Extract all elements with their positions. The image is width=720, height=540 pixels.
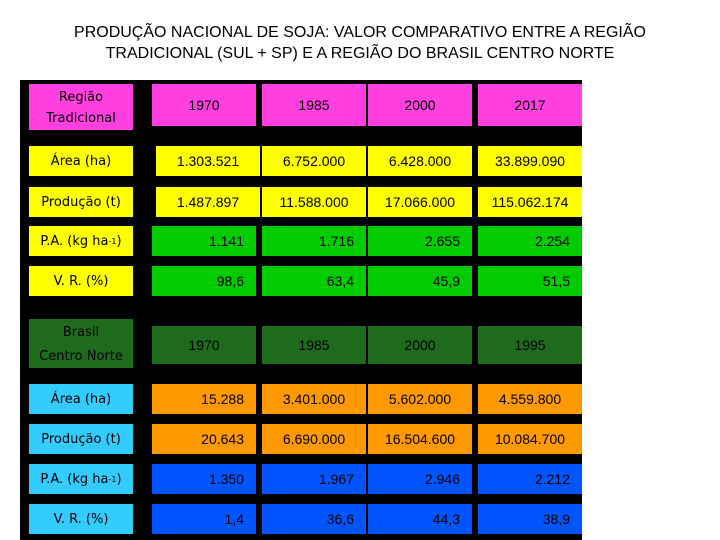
cell-vr-cn-2000: 44,3 bbox=[368, 504, 472, 534]
row-label-producao-cn: Produção (t) bbox=[29, 424, 133, 454]
cell-pa-trad-2000: 2.655 bbox=[368, 226, 472, 256]
year-header-trad-4: 2017 bbox=[478, 84, 582, 126]
region-tradicional-line2: Tradicional bbox=[46, 111, 116, 126]
region-tradicional-line1: Região bbox=[58, 90, 104, 105]
cell-pa-cn-2000: 2.946 bbox=[368, 464, 472, 494]
year-header-trad-1: 1970 bbox=[152, 84, 256, 126]
year-header-trad-3: 2000 bbox=[368, 84, 472, 126]
cell-vr-cn-1970: 1,4 bbox=[152, 504, 256, 534]
row-label-pa-cn-close: ) bbox=[116, 471, 122, 487]
year-header-cn-2: 1985 bbox=[262, 326, 366, 364]
row-label-pa-cn-sup: -1 bbox=[108, 474, 117, 484]
cell-producao-trad-2000: 17.066.000 bbox=[368, 187, 472, 217]
cell-area-trad-1970: 1.303.521 bbox=[156, 146, 260, 176]
cell-pa-trad-1985: 1.716 bbox=[262, 226, 366, 256]
year-header-trad-2: 1985 bbox=[262, 84, 366, 126]
cell-area-trad-1985: 6.752.000 bbox=[262, 146, 366, 176]
row-label-area-trad: Área (ha) bbox=[29, 146, 133, 176]
row-label-producao-trad: Produção (t) bbox=[29, 187, 133, 217]
title-line-1: PRODUÇÃO NACIONAL DE SOJA: VALOR COMPARA… bbox=[74, 24, 646, 41]
cell-vr-trad-2000: 45,9 bbox=[368, 266, 472, 296]
year-header-cn-1: 1970 bbox=[152, 326, 256, 364]
cell-vr-trad-1985: 63,4 bbox=[262, 266, 366, 296]
cell-vr-trad-2017: 51,5 bbox=[478, 266, 582, 296]
cell-producao-cn-1970: 20.643 bbox=[152, 424, 256, 454]
cell-vr-cn-1985: 36,6 bbox=[262, 504, 366, 534]
row-label-pa-trad-close: ) bbox=[116, 233, 122, 249]
row-label-pa-trad-sup: -1 bbox=[108, 236, 117, 246]
region-tradicional-header: Região Tradicional bbox=[29, 84, 133, 130]
cell-producao-trad-1970: 1.487.897 bbox=[156, 187, 260, 217]
region-centro-norte-line1: Brasil bbox=[62, 325, 100, 340]
cell-pa-cn-1970: 1.350 bbox=[152, 464, 256, 494]
page-title: PRODUÇÃO NACIONAL DE SOJA: VALOR COMPARA… bbox=[0, 22, 720, 64]
region-centro-norte-line2: Centro Norte bbox=[39, 349, 123, 364]
cell-producao-cn-1995: 10.084.700 bbox=[478, 424, 582, 454]
year-header-cn-4: 1995 bbox=[478, 326, 582, 364]
row-label-area-cn: Área (ha) bbox=[29, 384, 133, 414]
cell-area-cn-2000: 5.602.000 bbox=[368, 384, 472, 414]
cell-area-cn-1970: 15.288 bbox=[152, 384, 256, 414]
cell-vr-trad-1970: 98,6 bbox=[152, 266, 256, 296]
cell-area-trad-2000: 6.428.000 bbox=[368, 146, 472, 176]
row-label-pa-trad: P.A. (kg ha -1) bbox=[29, 226, 133, 256]
cell-pa-trad-1970: 1.141 bbox=[152, 226, 256, 256]
row-label-pa-cn-text: P.A. (kg ha bbox=[40, 471, 109, 487]
cell-area-cn-1995: 4.559.800 bbox=[478, 384, 582, 414]
cell-pa-trad-2017: 2.254 bbox=[478, 226, 582, 256]
cell-vr-cn-1995: 38,9 bbox=[478, 504, 582, 534]
cell-pa-cn-1985: 1.967 bbox=[262, 464, 366, 494]
region-centro-norte-header: Brasil Centro Norte bbox=[29, 319, 133, 368]
row-label-vr-trad: V. R. (%) bbox=[29, 266, 133, 296]
title-line-2: TRADICIONAL (SUL + SP) E A REGIÃO DO BRA… bbox=[105, 45, 615, 62]
year-header-cn-3: 2000 bbox=[368, 326, 472, 364]
cell-producao-trad-2017: 115.062.174 bbox=[478, 187, 582, 217]
row-label-pa-trad-text: P.A. (kg ha bbox=[40, 233, 109, 249]
cell-producao-cn-1985: 6.690.000 bbox=[262, 424, 366, 454]
row-label-vr-cn: V. R. (%) bbox=[29, 504, 133, 534]
cell-pa-cn-1995: 2.212 bbox=[478, 464, 582, 494]
cell-producao-trad-1985: 11.588.000 bbox=[262, 187, 366, 217]
cell-area-trad-2017: 33.899.090 bbox=[478, 146, 582, 176]
row-label-pa-cn: P.A. (kg ha -1) bbox=[29, 464, 133, 494]
cell-area-cn-1985: 3.401.000 bbox=[262, 384, 366, 414]
cell-producao-cn-2000: 16.504.600 bbox=[368, 424, 472, 454]
